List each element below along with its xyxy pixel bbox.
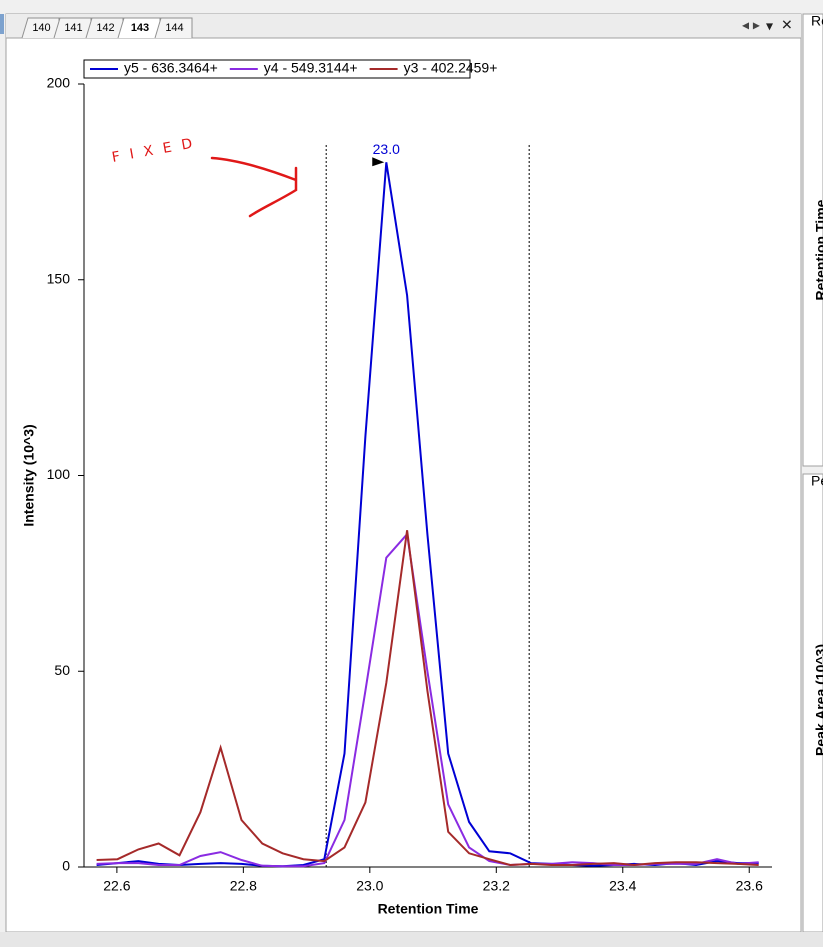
x-tick-label: 23.2 xyxy=(483,878,510,894)
x-tick-label: 22.6 xyxy=(103,878,130,894)
tab-shape xyxy=(154,17,193,39)
chart-pane xyxy=(5,13,802,933)
y-tick-label: 50 xyxy=(54,662,70,678)
legend-box xyxy=(83,59,471,79)
tab[interactable]: 144 xyxy=(154,17,193,39)
panel-title: Pe xyxy=(811,473,823,489)
tab-label: 142 xyxy=(96,22,114,34)
legend-label: y5 - 636.3464+ xyxy=(124,60,218,76)
handwritten-arrow xyxy=(210,156,298,218)
left-edge xyxy=(0,14,4,34)
menu[interactable]: ▾ xyxy=(766,18,773,34)
tab-label: 143 xyxy=(131,22,149,34)
tab[interactable]: 140 xyxy=(21,17,60,39)
tabs: 140 141 142 143 144 xyxy=(21,17,193,39)
side-panel xyxy=(802,13,823,467)
panel-axis-title: Peak Area (10^3) xyxy=(813,644,823,756)
legend: y5 - 636.3464+ y4 - 549.3144+ y3 - 402.245… xyxy=(83,59,498,79)
panel-title: Re xyxy=(811,13,823,29)
close[interactable]: ✕ xyxy=(781,17,793,33)
tab[interactable]: 142 xyxy=(85,17,124,39)
side-labels: Re Retention Time Pe Peak Area (10^3) xyxy=(811,13,823,756)
legend-label: y4 - 549.3144+ xyxy=(264,60,358,76)
y-tick-label: 100 xyxy=(47,466,71,482)
x-tick-label: 23.0 xyxy=(356,878,383,894)
x-tick-label: 22.8 xyxy=(230,878,257,894)
tab-label: 140 xyxy=(32,22,50,34)
y-tick-label: 200 xyxy=(47,75,71,91)
y-axis-title: Intensity (10^3) xyxy=(21,424,37,526)
tab-label: 144 xyxy=(165,22,183,34)
x-tick-label: 23.6 xyxy=(736,878,763,894)
legend-label: y3 - 402.2459+ xyxy=(404,60,498,76)
tab-label: 141 xyxy=(64,22,82,34)
panel-axis-title: Retention Time xyxy=(813,199,823,300)
series-line xyxy=(96,530,759,867)
tab[interactable]: 143 xyxy=(117,17,161,39)
peak-label: 23.0 xyxy=(373,141,400,157)
x-axis-title: Retention Time xyxy=(378,901,479,917)
x-tick-label: 23.4 xyxy=(609,878,636,894)
status-bar xyxy=(0,932,823,947)
tab[interactable]: 141 xyxy=(53,17,92,39)
scroll-left[interactable]: ◂ ▸ xyxy=(742,17,760,33)
peak-marker xyxy=(372,157,385,167)
y-tick-label: 0 xyxy=(62,858,70,874)
chart: 0 50 100 150 200 22.6 22.8 23.0 23.2 23.4 23.6 Rete… xyxy=(21,59,772,917)
y-tick-label: 150 xyxy=(47,270,71,286)
